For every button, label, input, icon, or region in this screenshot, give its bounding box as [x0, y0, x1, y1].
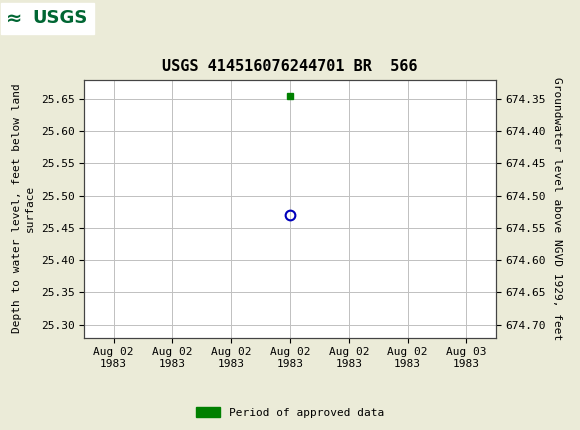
- Text: ≈: ≈: [6, 9, 22, 28]
- Y-axis label: Depth to water level, feet below land
surface: Depth to water level, feet below land su…: [12, 84, 35, 333]
- Title: USGS 414516076244701 BR  566: USGS 414516076244701 BR 566: [162, 59, 418, 74]
- Text: USGS: USGS: [32, 9, 87, 27]
- Y-axis label: Groundwater level above NGVD 1929, feet: Groundwater level above NGVD 1929, feet: [552, 77, 561, 340]
- Bar: [1, 3, 94, 34]
- Legend: Period of approved data: Period of approved data: [191, 403, 389, 422]
